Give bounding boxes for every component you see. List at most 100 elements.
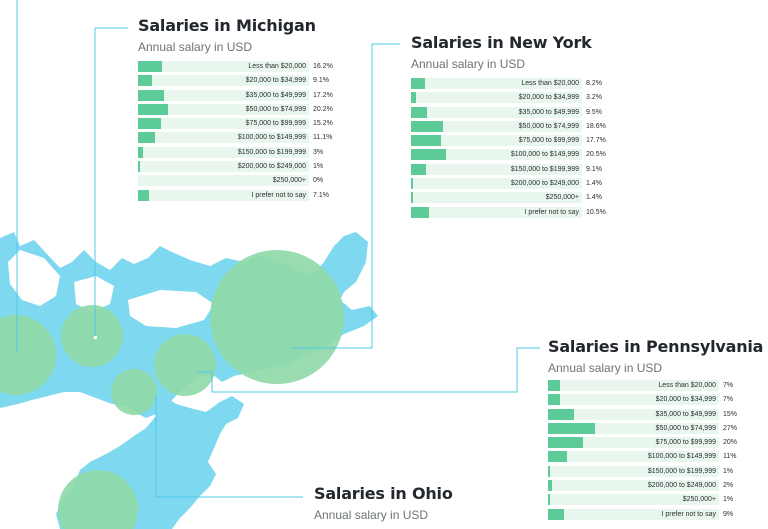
- bar-row: $35,000 to $49,999 15%: [548, 408, 748, 422]
- bar-track: [411, 92, 582, 104]
- circle-pennsylvania: [154, 334, 216, 396]
- bar-row: $100,000 to $149,999 11.1%: [138, 131, 338, 145]
- category-label: Less than $20,000: [658, 382, 716, 389]
- value-label: 11%: [723, 453, 737, 461]
- bar-track: [138, 146, 309, 158]
- bar: [548, 408, 575, 420]
- bar-row: $150,000 to $199,999 9.1%: [411, 163, 611, 177]
- bar-row: $75,000 to $99,999 20%: [548, 436, 748, 450]
- chart-title: Salaries in Michigan: [138, 16, 316, 35]
- bar-row: $50,000 to $74,999 18.6%: [411, 120, 611, 134]
- value-label: 27%: [723, 424, 738, 432]
- bar-row: $50,000 to $74,999 20.2%: [138, 103, 338, 117]
- circle-ohio: [111, 369, 157, 415]
- bar-track: [411, 163, 582, 175]
- bar-track: [548, 451, 719, 463]
- bar-row: Less than $20,000 7%: [548, 379, 748, 393]
- bar-track: [411, 178, 582, 190]
- value-label: 17.7%: [586, 137, 606, 145]
- value-label: 1%: [723, 496, 734, 504]
- bar-track: [411, 106, 582, 118]
- bar-track: [138, 161, 309, 173]
- bar: [138, 146, 143, 158]
- value-label: 9%: [723, 510, 734, 518]
- category-label: $75,000 to $99,999: [245, 120, 306, 128]
- circle-new-york: [210, 250, 344, 384]
- bar: [411, 120, 443, 132]
- circle-west-a: [0, 315, 56, 395]
- bar-row: $200,000 to $249,000 2%: [548, 479, 748, 493]
- value-label: 1.4%: [586, 194, 602, 202]
- bar: [411, 92, 417, 104]
- category-label: $75,000 to $99,999: [518, 137, 579, 145]
- value-label: 1%: [313, 163, 324, 171]
- category-label: $250,000+: [272, 177, 306, 185]
- bar-row: I prefer not to say 10.5%: [411, 206, 611, 220]
- panel-michigan: Salaries in Michigan Annual salary in US…: [138, 16, 338, 216]
- bar-track: [138, 118, 309, 130]
- bar: [548, 422, 596, 434]
- category-label: Less than $20,000: [248, 63, 306, 70]
- bar-track: [411, 192, 582, 204]
- bar: [411, 106, 428, 118]
- value-label: 9.1%: [313, 77, 329, 85]
- category-label: $250,000+: [682, 496, 716, 504]
- chart-subtitle: Annual salary in USD: [548, 361, 663, 375]
- panel-pennsylvania: Salaries in Pennsylvania Annual salary i…: [548, 337, 768, 529]
- value-label: 18.6%: [586, 122, 606, 130]
- bar: [548, 508, 564, 520]
- value-label: 11.1%: [313, 134, 333, 142]
- chart-subtitle: Annual salary in USD: [411, 57, 526, 71]
- bar: [548, 465, 550, 477]
- category-label: I prefer not to say: [524, 208, 579, 216]
- bar-track: [411, 206, 582, 218]
- bar: [138, 61, 163, 72]
- category-label: $150,000 to $199,999: [237, 148, 306, 156]
- value-label: 3%: [313, 148, 324, 156]
- bar: [138, 103, 169, 115]
- category-label: $100,000 to $149,999: [237, 134, 306, 142]
- bar: [548, 494, 550, 506]
- bar-track: [548, 422, 719, 434]
- bar-row: $20,000 to $34,999 7%: [548, 393, 748, 407]
- bar-track: [138, 189, 309, 201]
- bar-row: $75,000 to $99,999 17.7%: [411, 134, 611, 148]
- bar: [411, 78, 425, 89]
- leader-line-ohio: [155, 394, 303, 498]
- panel-new-york: Salaries in New York Annual salary in US…: [411, 33, 611, 233]
- bar-row: $75,000 to $99,999 15.2%: [138, 117, 338, 131]
- value-label: 9.5%: [586, 108, 602, 116]
- bar-row: $50,000 to $74,999 27%: [548, 422, 748, 436]
- value-label: 3.2%: [586, 94, 602, 102]
- bar: [138, 89, 164, 101]
- bar-track: [548, 480, 719, 492]
- category-label: I prefer not to say: [251, 191, 306, 199]
- category-label: $20,000 to $34,999: [245, 77, 306, 85]
- bar-track: [138, 103, 309, 115]
- category-label: $200,000 to $249,000: [237, 163, 306, 171]
- bar-row: $35,000 to $49,999 17.2%: [138, 89, 338, 103]
- chart-subtitle: Annual salary in USD: [314, 508, 429, 522]
- value-label: 16.2%: [313, 63, 333, 70]
- value-label: 15%: [723, 410, 738, 418]
- circle-southwest: [58, 470, 138, 529]
- bar-track: [548, 408, 719, 420]
- category-label: $20,000 to $34,999: [655, 396, 716, 404]
- bar-row: $20,000 to $34,999 9.1%: [138, 74, 338, 88]
- bar-row: $250,000+ 0%: [138, 174, 338, 188]
- bar: [411, 149, 446, 161]
- value-label: 15.2%: [313, 120, 333, 128]
- value-label: 1.4%: [586, 180, 602, 188]
- chart-title: Salaries in Ohio: [314, 484, 453, 503]
- bar: [411, 163, 427, 175]
- bar: [411, 192, 414, 204]
- bar-row: $100,000 to $149,999 20.5%: [411, 148, 611, 162]
- bar-row: I prefer not to say 9%: [548, 508, 748, 522]
- category-label: I prefer not to say: [661, 510, 716, 518]
- bar-track: [138, 61, 309, 72]
- value-label: 7.1%: [313, 191, 329, 199]
- bar-row: Less than $20,000 8.2%: [411, 77, 611, 91]
- bar: [138, 161, 140, 173]
- value-label: 20%: [723, 439, 738, 447]
- value-label: 8.2%: [586, 80, 602, 87]
